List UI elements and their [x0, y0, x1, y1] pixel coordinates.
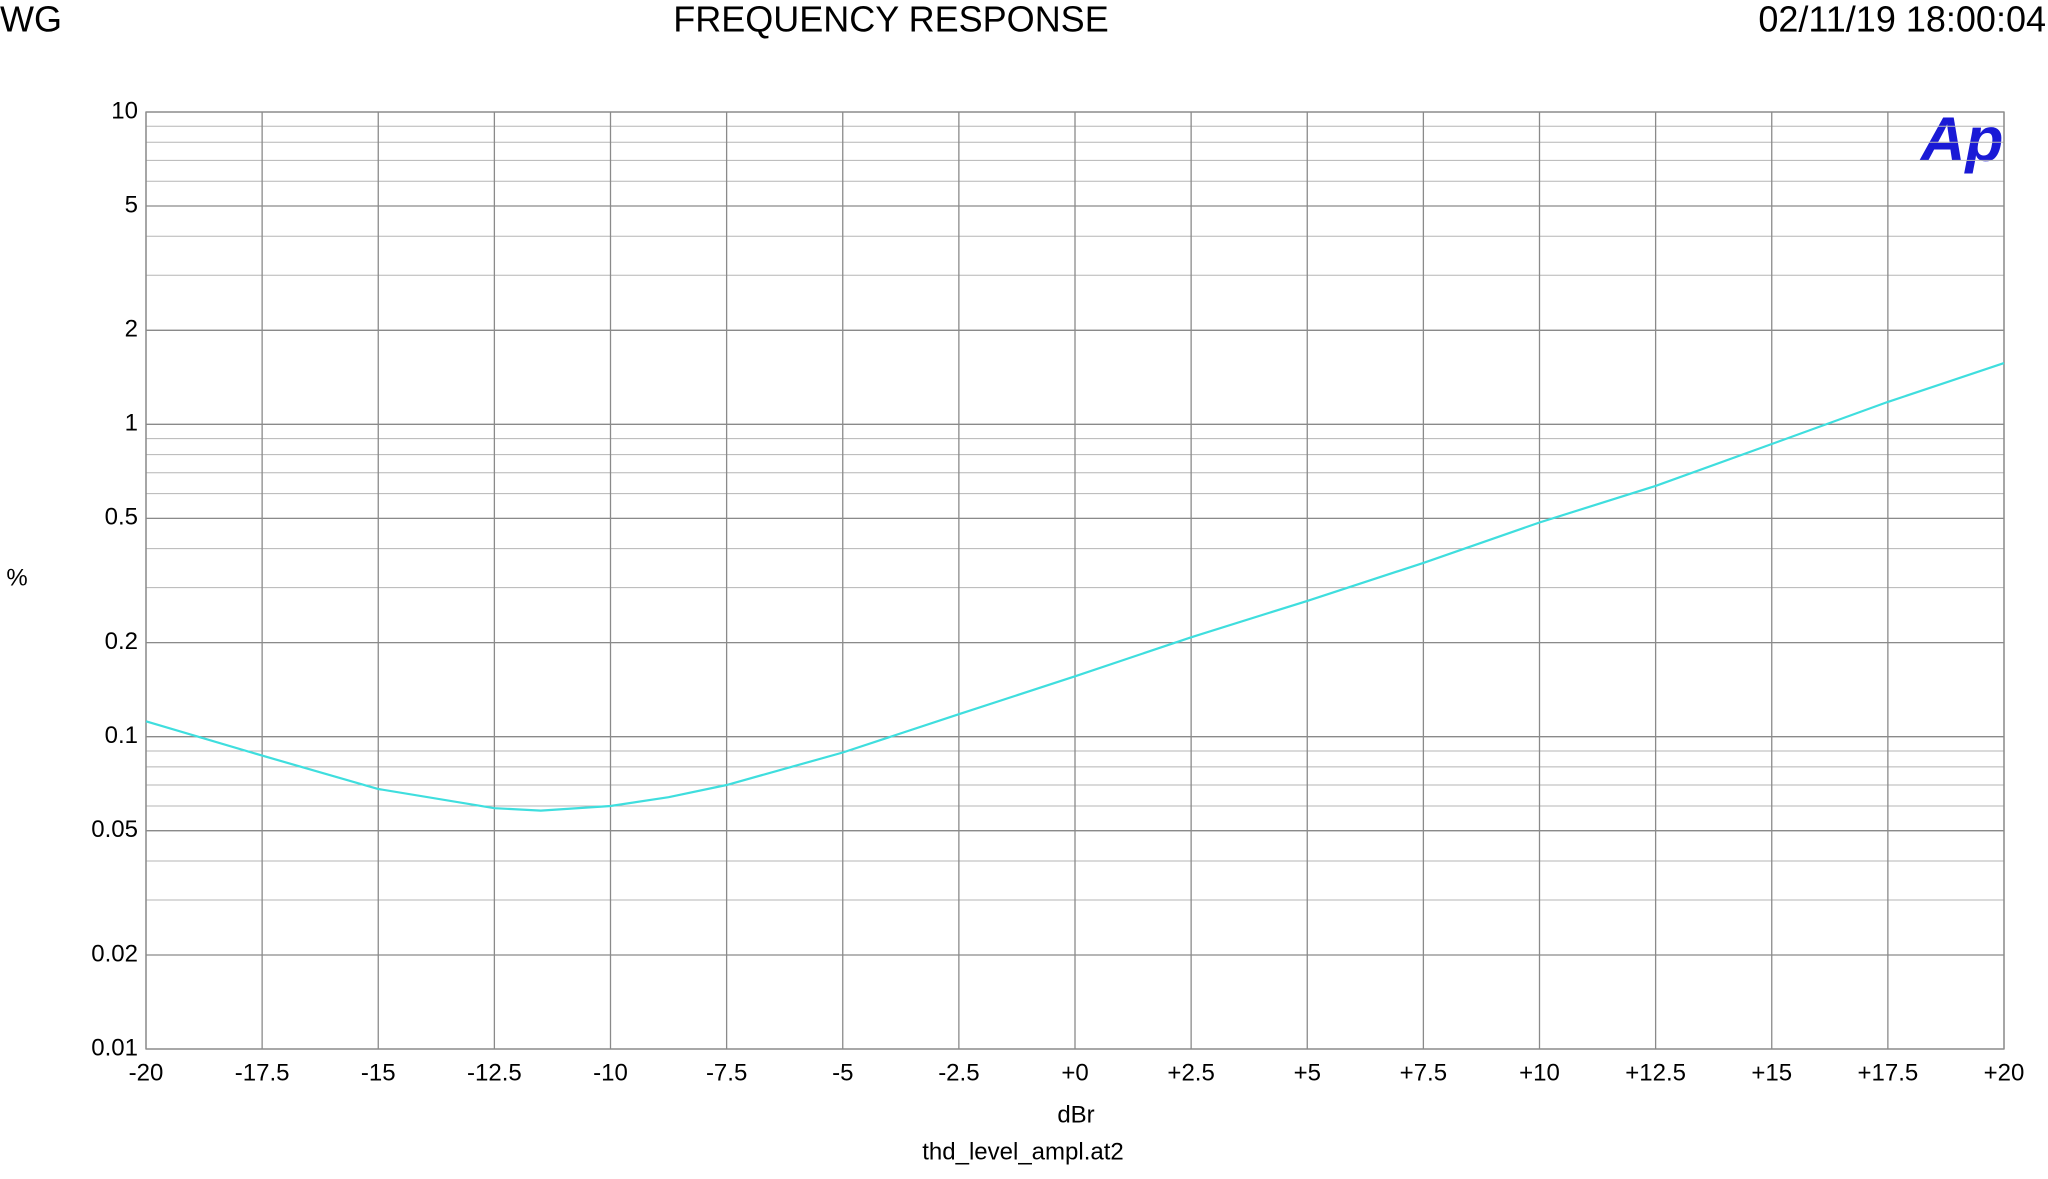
y-tick-label: 2	[125, 316, 138, 343]
y-axis-label: %	[6, 564, 27, 591]
y-tick-label: 10	[111, 97, 138, 124]
x-tick-label: +20	[1984, 1059, 2025, 1086]
y-tick-label: 0.2	[105, 628, 138, 655]
x-tick-label: -10	[593, 1059, 628, 1086]
y-tick-label: 5	[125, 191, 138, 218]
y-tick-label: 0.05	[91, 816, 138, 843]
header-left: WG	[0, 0, 62, 40]
footer: thd_level_ampl.at2	[922, 1138, 1123, 1165]
x-tick-label: +7.5	[1400, 1059, 1447, 1086]
data-line	[145, 362, 2005, 812]
y-tick-label: 0.1	[105, 722, 138, 749]
y-tick-label: 1	[125, 410, 138, 437]
x-tick-label: +12.5	[1625, 1059, 1686, 1086]
y-tick-label: 0.02	[91, 940, 138, 967]
x-axis-label: dBr	[1057, 1101, 1094, 1128]
x-tick-label: +0	[1061, 1059, 1088, 1086]
y-tick-label: 0.5	[105, 504, 138, 531]
x-tick-label: +2.5	[1167, 1059, 1214, 1086]
x-tick-label: -17.5	[235, 1059, 290, 1086]
x-tick-label: -15	[361, 1059, 396, 1086]
logo: Ap	[1919, 105, 2004, 174]
x-tick-label: -2.5	[938, 1059, 979, 1086]
x-tick-label: -5	[832, 1059, 853, 1086]
x-tick-label: -20	[129, 1059, 164, 1086]
header-right: 02/11/19 18:00:04	[1758, 0, 2046, 40]
x-tick-label: -7.5	[706, 1059, 747, 1086]
x-tick-label: +10	[1519, 1059, 1560, 1086]
x-tick-label: +17.5	[1858, 1059, 1919, 1086]
plot-frame	[145, 111, 2005, 1050]
x-tick-label: +5	[1294, 1059, 1321, 1086]
x-tick-label: -12.5	[467, 1059, 522, 1086]
chart-title: FREQUENCY RESPONSE	[673, 0, 1108, 40]
x-tick-label: +15	[1751, 1059, 1792, 1086]
y-tick-label: 0.01	[91, 1034, 138, 1061]
